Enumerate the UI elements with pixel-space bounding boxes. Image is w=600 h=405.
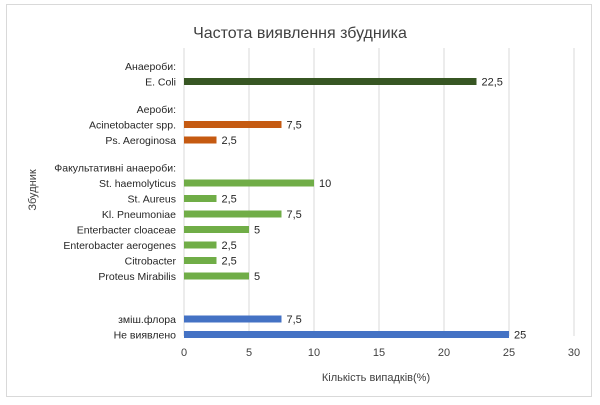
data-label: 2,5 — [222, 194, 237, 206]
category-label: Acinetobacter spp. — [89, 120, 176, 132]
category-label: Citrobacter — [125, 256, 177, 268]
category-label: Ps. Aeroginosa — [105, 135, 176, 147]
chart-title: Частота виявлення збудника — [193, 25, 407, 42]
bar — [184, 210, 282, 218]
category-label: зміш.флора — [118, 314, 176, 326]
bar — [184, 331, 509, 338]
bar — [184, 226, 249, 233]
bars — [184, 78, 509, 338]
x-tick-label: 10 — [308, 347, 320, 359]
bar — [184, 257, 217, 264]
data-label: 7,5 — [287, 120, 302, 132]
category-label: Proteus Mirabilis — [98, 271, 176, 283]
x-axis-title: Кількість випадків(%) — [322, 372, 430, 384]
data-label: 5 — [254, 271, 260, 283]
data-label: 7,5 — [287, 209, 302, 221]
bar — [184, 121, 282, 128]
data-label: 7,5 — [287, 314, 302, 326]
y-axis-title: Збудник — [27, 169, 39, 210]
bar — [184, 241, 217, 249]
bar — [184, 136, 217, 144]
x-tick-label: 30 — [568, 347, 580, 359]
category-label: St. Aureus — [128, 194, 176, 206]
bar — [184, 272, 249, 280]
category-label: E. Coli — [145, 77, 176, 89]
x-tick-label: 15 — [373, 347, 385, 359]
data-label: 2,5 — [222, 240, 237, 252]
data-label: 2,5 — [222, 256, 237, 268]
category-labels: Анаероби: E. Coli Аероби: Acinetobacter spp… — [54, 61, 176, 342]
category-label: Не виявлено — [114, 330, 177, 342]
x-tick-label: 25 — [503, 347, 515, 359]
category-label: Kl. Pneumoniae — [102, 209, 176, 221]
data-label: 10 — [319, 178, 331, 190]
group-header: Факультативні анаероби: — [54, 163, 176, 175]
category-label: Enterbacter cloaceae — [77, 225, 176, 237]
gridlines — [183, 48, 575, 336]
data-label: 22,5 — [482, 77, 503, 89]
x-axis-ticks: 0 5 10 15 20 25 30 — [181, 347, 580, 359]
data-label: 5 — [254, 225, 260, 237]
x-tick-label: 0 — [181, 347, 187, 359]
category-label: Enterobacter aerogenes — [63, 240, 176, 252]
group-header: Анаероби: — [125, 61, 176, 73]
group-header: Аероби: — [137, 104, 176, 116]
data-label: 2,5 — [222, 135, 237, 147]
x-tick-label: 20 — [438, 347, 450, 359]
x-tick-label: 5 — [246, 347, 252, 359]
category-label: St. haemolyticus — [99, 178, 176, 190]
bar — [184, 315, 282, 323]
data-label: 25 — [514, 330, 526, 342]
bar — [184, 195, 217, 202]
data-labels: 22,5 7,5 2,5 10 2,5 7,5 5 2,5 2,5 5 7,5 25 — [222, 77, 527, 342]
bar — [184, 78, 477, 85]
bar — [184, 179, 314, 187]
